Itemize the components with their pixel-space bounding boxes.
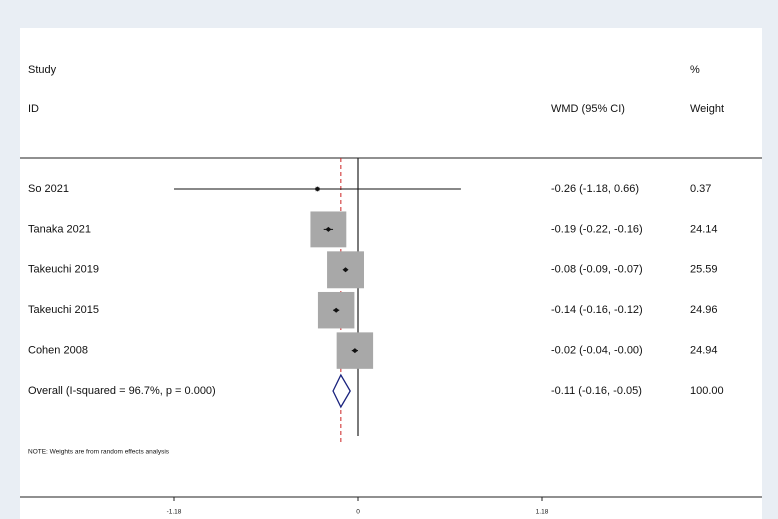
header-weight: Weight [690, 103, 724, 115]
weight-label: 24.96 [690, 304, 718, 316]
header-study: Study [28, 64, 57, 76]
overall-diamond [332, 373, 351, 409]
ci-label: -0.02 (-0.04, -0.00) [551, 345, 643, 357]
header-percent: % [690, 64, 700, 76]
header-effect: WMD (95% CI) [551, 103, 625, 115]
x-tick-label: -1.18 [167, 509, 182, 516]
overall-label: Overall (I-squared = 96.7%, p = 0.000) [28, 385, 216, 397]
point-estimate [342, 267, 349, 273]
point-estimate [314, 186, 321, 192]
overall-weight-label: 100.00 [690, 385, 724, 397]
plot-panel [20, 28, 762, 519]
ci-label: -0.19 (-0.22, -0.16) [551, 223, 643, 235]
note: NOTE: Weights are from random effects an… [28, 449, 170, 456]
ci-label: -0.26 (-1.18, 0.66) [551, 183, 639, 195]
study-label: So 2021 [28, 183, 69, 195]
weight-label: 24.14 [690, 223, 718, 235]
point-estimate [333, 307, 340, 313]
header-id: ID [28, 103, 39, 115]
point-estimate [325, 226, 332, 232]
overall-ci-label: -0.11 (-0.16, -0.05) [551, 385, 642, 397]
weight-label: 24.94 [690, 345, 718, 357]
point-estimate [351, 348, 358, 354]
x-tick-label: 0 [356, 509, 360, 516]
x-tick-label: 1.18 [536, 509, 549, 516]
ci-label: -0.08 (-0.09, -0.07) [551, 264, 643, 276]
study-label: Takeuchi 2019 [28, 264, 99, 276]
study-label: Cohen 2008 [28, 345, 88, 357]
weight-label: 0.37 [690, 183, 711, 195]
weight-label: 25.59 [690, 264, 718, 276]
study-label: Takeuchi 2015 [28, 304, 99, 316]
ci-label: -0.14 (-0.16, -0.12) [551, 304, 643, 316]
study-label: Tanaka 2021 [28, 223, 91, 235]
